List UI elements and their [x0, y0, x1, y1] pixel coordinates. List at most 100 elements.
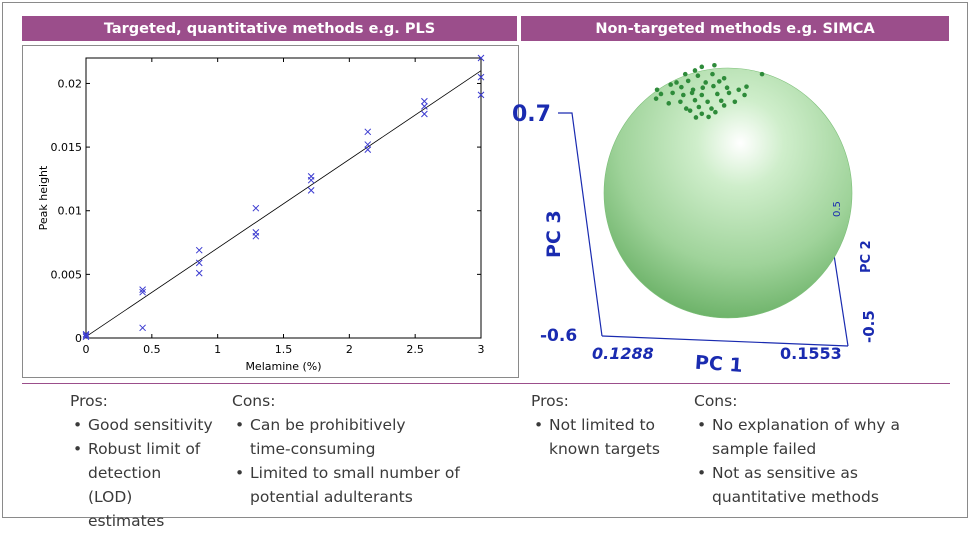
- pc3-tick-label: 0.7: [512, 102, 551, 127]
- simca-cons-heading: Cons:: [694, 392, 738, 410]
- data-point: [759, 71, 765, 77]
- data-point: [716, 79, 722, 84]
- data-point-marker: [421, 97, 428, 105]
- data-point: [687, 108, 693, 113]
- data-point-marker: [82, 330, 90, 338]
- data-point: [736, 87, 742, 93]
- data-point-marker: [195, 269, 203, 277]
- data-point: [668, 82, 673, 87]
- data-point: [666, 101, 672, 106]
- data-point: [681, 92, 686, 98]
- data-point: [703, 80, 708, 85]
- data-point-marker: [139, 286, 146, 293]
- simca-pros-item: Not limited to known targets: [531, 413, 667, 461]
- data-point: [695, 73, 701, 78]
- simca-3d-plot: 0.7 -0.6 PC 3 0.1288 0.1553 PC 1 PC 2 0.5 -0.5: [512, 62, 878, 377]
- data-point: [682, 71, 688, 77]
- data-point: [683, 106, 689, 111]
- data-point-marker: [307, 176, 315, 184]
- pc1-tick-label: 0.1288: [592, 344, 654, 363]
- section-divider: [22, 383, 950, 384]
- data-point-marker: [421, 110, 428, 118]
- pls-cons-item: Limited to small number of potential adu…: [232, 461, 475, 509]
- data-point: [699, 111, 705, 117]
- data-point: [705, 99, 710, 105]
- pc2-axis-label: PC 2: [859, 240, 874, 273]
- pls-scatter-plot: 0 0.5 1 1.5 2 2.5 3 0 0.005 0.01 0.015 0.02 Melamine…: [37, 54, 485, 373]
- pc1-axis-line: [601, 335, 849, 347]
- right-banner-title: Non-targeted methods e.g. SIMCA: [521, 16, 949, 41]
- data-point: [685, 78, 691, 84]
- pc1-axis-label: PC 1: [694, 352, 743, 377]
- data-point-marker: [421, 103, 428, 110]
- y-tick-label: 0: [75, 332, 82, 345]
- figure-frame: [2, 2, 968, 518]
- data-point: [715, 91, 720, 97]
- data-point: [706, 114, 711, 120]
- data-point: [692, 97, 698, 103]
- x-tick-label: 2: [346, 343, 353, 356]
- data-point: [713, 109, 718, 115]
- x-tick-label: 3: [478, 343, 485, 356]
- data-point-marker: [82, 332, 90, 339]
- pc3-axis-label: PC 3: [543, 210, 565, 258]
- y-tick-label: 0.02: [58, 77, 83, 90]
- data-point-marker: [252, 204, 260, 212]
- data-point: [678, 99, 683, 105]
- data-point: [726, 90, 732, 96]
- data-point: [721, 76, 727, 81]
- data-point: [744, 84, 749, 89]
- data-point: [696, 104, 702, 110]
- data-point: [711, 83, 716, 89]
- simca-cons-column: Cons: No explanation of why a sample fai…: [694, 389, 934, 509]
- pc2-tick-label: 0.5: [832, 201, 843, 217]
- data-point: [710, 71, 715, 77]
- data-point: [674, 80, 679, 85]
- data-point: [654, 87, 660, 93]
- pls-pros-item: Good sensitivity: [70, 413, 230, 437]
- data-point: [718, 98, 724, 104]
- pc3-axis-line: [558, 112, 603, 337]
- simca-pros-column: Pros: Not limited to known targets: [531, 389, 681, 461]
- x-tick-label: 1.5: [275, 343, 293, 356]
- simca-cons-item: Not as sensitive as quantitative methods: [694, 461, 887, 509]
- data-point: [658, 91, 664, 97]
- pls-cons-heading: Cons:: [232, 392, 276, 410]
- x-tick-label: 0: [83, 343, 90, 356]
- pls-pros-item: Robust limit of detection (LOD) estimate…: [70, 437, 206, 533]
- y-tick-label: 0.01: [58, 205, 83, 218]
- data-point: [699, 64, 705, 70]
- x-axis-label: Melamine (%): [245, 360, 321, 373]
- data-point: [732, 99, 738, 105]
- data-point: [700, 85, 706, 90]
- regression-line: [85, 70, 482, 338]
- y-axis-label: Peak height: [37, 165, 50, 230]
- pc2-tick-label: -0.5: [860, 310, 878, 343]
- data-point: [679, 84, 684, 90]
- y-tick-label: 0.015: [51, 141, 83, 154]
- pls-pros-column: Pros: Good sensitivity Robust limit of d…: [70, 389, 230, 533]
- plot-axes-box: [85, 57, 482, 339]
- data-point: [689, 90, 695, 96]
- pls-cons-column: Cons: Can be prohibitively time-consumin…: [232, 389, 472, 509]
- simca-cons-item: No explanation of why a sample failed: [694, 413, 902, 461]
- data-point: [692, 68, 698, 73]
- data-point-marker: [139, 288, 146, 296]
- data-point: [742, 92, 747, 98]
- data-point-marker: [82, 333, 90, 341]
- x-tick-label: 1: [214, 343, 221, 356]
- data-point-marker: [477, 73, 485, 81]
- data-point-marker: [195, 246, 203, 254]
- data-point-marker: [139, 324, 146, 332]
- y-tick-label: 0.005: [51, 268, 83, 281]
- pls-pros-heading: Pros:: [70, 392, 108, 410]
- simca-class-sphere: [603, 67, 853, 319]
- data-point: [724, 85, 730, 90]
- data-point-marker: [252, 232, 260, 240]
- data-point-marker: [364, 141, 372, 148]
- data-point-marker: [307, 187, 315, 194]
- data-point: [721, 103, 727, 108]
- pc3-tick-label: -0.6: [540, 326, 577, 346]
- data-point: [709, 106, 714, 111]
- data-point: [699, 92, 705, 98]
